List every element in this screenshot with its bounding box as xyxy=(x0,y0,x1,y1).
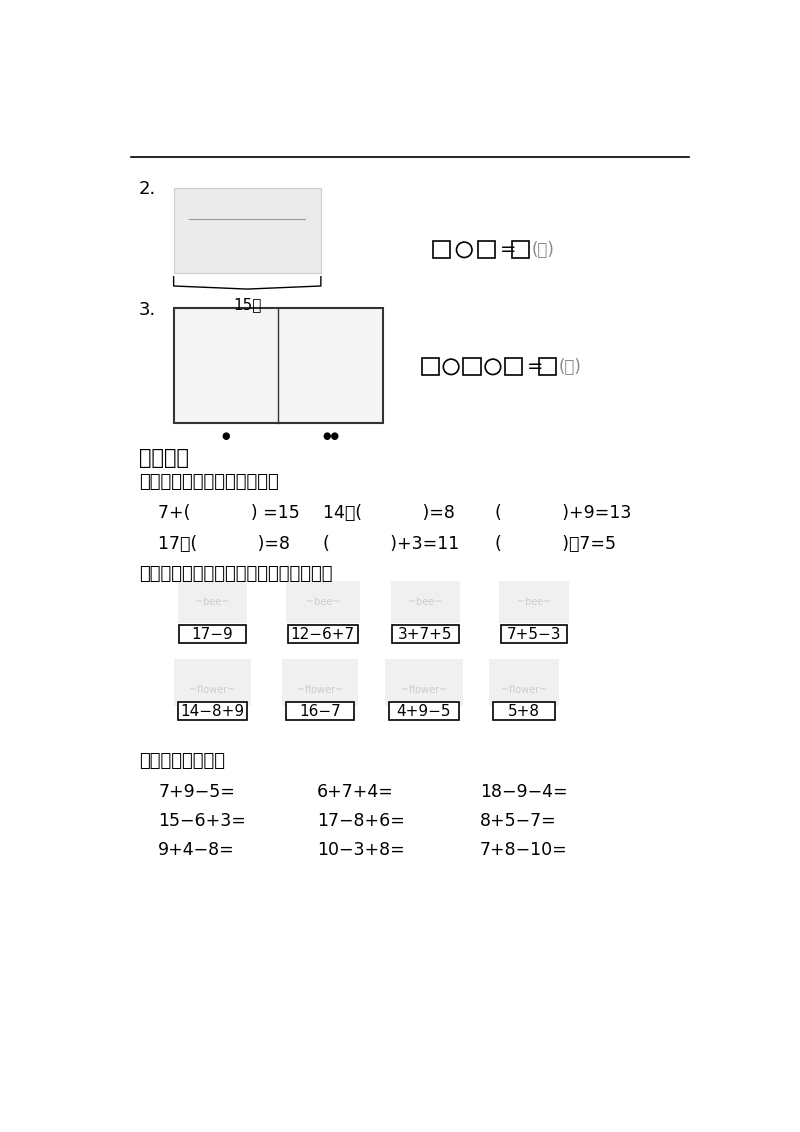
Bar xyxy=(539,359,557,376)
Text: ●●: ●● xyxy=(322,431,339,440)
Bar xyxy=(501,625,567,643)
Text: ●: ● xyxy=(222,431,230,440)
Bar xyxy=(286,581,360,624)
Text: ~bee~: ~bee~ xyxy=(517,597,551,607)
Text: ~flower~: ~flower~ xyxy=(190,685,235,695)
Ellipse shape xyxy=(485,359,501,375)
Text: 五、请你把得数相等的算式用线连起来。: 五、请你把得数相等的算式用线连起来。 xyxy=(138,566,332,583)
Text: ~flower~: ~flower~ xyxy=(297,685,343,695)
Bar xyxy=(422,359,438,376)
Bar xyxy=(178,702,247,720)
Text: 8+5−7=: 8+5−7= xyxy=(480,812,557,830)
Bar xyxy=(287,625,358,643)
Bar xyxy=(174,308,383,423)
Bar xyxy=(478,241,495,258)
Text: (           )－7=5: ( )－7=5 xyxy=(495,534,616,552)
Text: 14－(           )=8: 14－( )=8 xyxy=(323,504,455,522)
Bar xyxy=(512,241,530,258)
Bar xyxy=(493,702,555,720)
Text: 7+5−3: 7+5−3 xyxy=(506,626,562,642)
Text: =: = xyxy=(500,240,517,259)
Text: 2.: 2. xyxy=(138,180,156,198)
Text: 4+9−5: 4+9−5 xyxy=(397,703,451,719)
Bar xyxy=(499,581,569,624)
Text: 7+8−10=: 7+8−10= xyxy=(480,841,567,859)
Text: ~flower~: ~flower~ xyxy=(401,685,447,695)
Text: 3+7+5: 3+7+5 xyxy=(398,626,453,642)
Text: 16−7: 16−7 xyxy=(299,703,341,719)
Text: (个): (个) xyxy=(532,241,554,259)
Bar xyxy=(178,581,247,624)
Text: 18−9−4=: 18−9−4= xyxy=(480,782,567,800)
Text: ~flower~: ~flower~ xyxy=(501,685,547,695)
Bar xyxy=(434,241,450,258)
Text: 10−3+8=: 10−3+8= xyxy=(317,841,405,859)
Bar xyxy=(489,660,558,705)
Text: 6+7+4=: 6+7+4= xyxy=(317,782,394,800)
Text: 17−9: 17−9 xyxy=(191,626,234,642)
Ellipse shape xyxy=(457,242,472,257)
Bar xyxy=(386,660,462,705)
Bar xyxy=(179,625,246,643)
Text: 四、在括号里填上适当的数。: 四、在括号里填上适当的数。 xyxy=(138,473,278,491)
Text: 7+(           ) =15: 7+( ) =15 xyxy=(158,504,300,522)
Text: (           )+3=11: ( )+3=11 xyxy=(323,534,459,552)
Bar xyxy=(174,660,251,705)
Bar xyxy=(174,188,321,273)
Ellipse shape xyxy=(443,359,459,375)
Text: 12−6+7: 12−6+7 xyxy=(290,626,355,642)
Text: 17−8+6=: 17−8+6= xyxy=(317,812,405,830)
Bar xyxy=(392,625,459,643)
Text: (           )+9=13: ( )+9=13 xyxy=(495,504,632,522)
Text: 7+9−5=: 7+9−5= xyxy=(158,782,235,800)
Text: 15个: 15个 xyxy=(233,297,262,311)
Text: ~bee~: ~bee~ xyxy=(195,597,230,607)
Text: 3.: 3. xyxy=(138,301,156,319)
Bar xyxy=(389,702,459,720)
Text: 细心计算: 细心计算 xyxy=(138,447,189,468)
Bar xyxy=(282,660,358,705)
Text: 9+4−8=: 9+4−8= xyxy=(158,841,235,859)
Text: 15−6+3=: 15−6+3= xyxy=(158,812,246,830)
Bar xyxy=(390,581,460,624)
Text: 六、直接写得数。: 六、直接写得数。 xyxy=(138,752,225,770)
Text: ~bee~: ~bee~ xyxy=(306,597,340,607)
Text: 14−8+9: 14−8+9 xyxy=(180,703,245,719)
Text: 17－(           )=8: 17－( )=8 xyxy=(158,534,290,552)
Bar xyxy=(463,359,481,376)
Bar xyxy=(506,359,522,376)
Text: ~bee~: ~bee~ xyxy=(408,597,442,607)
Bar xyxy=(286,702,354,720)
Text: (个): (个) xyxy=(558,358,582,376)
Text: 5+8: 5+8 xyxy=(508,703,540,719)
Text: =: = xyxy=(527,358,543,376)
